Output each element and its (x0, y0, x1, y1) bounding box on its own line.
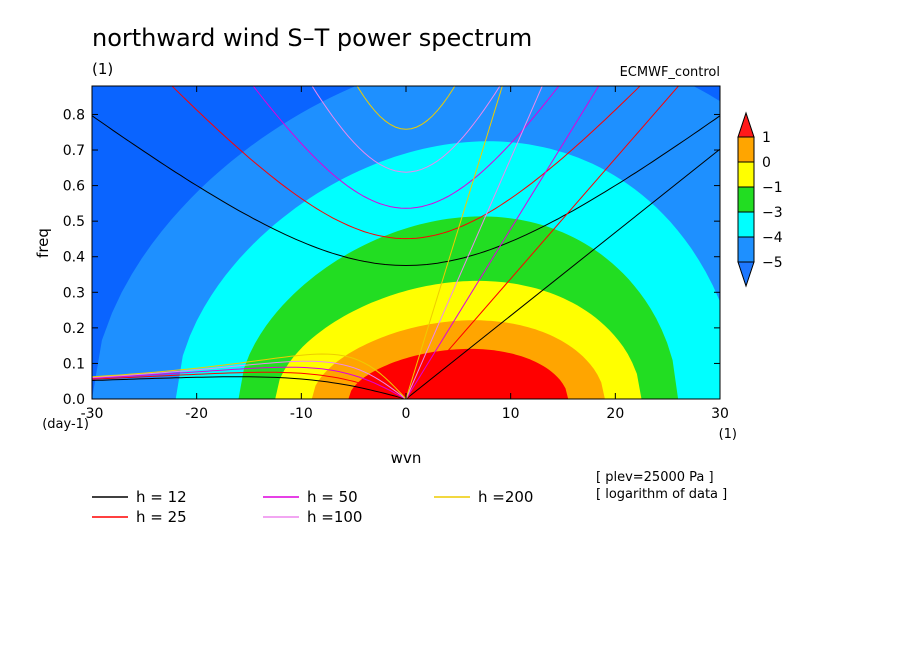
y-tick-label: 0.2 (63, 321, 85, 337)
y-tick-label: 0.0 (63, 392, 85, 408)
y-tick-label: 0.8 (63, 107, 85, 123)
colorbar: 1 0 −1 −3 −4 −5 (737, 111, 783, 288)
legend-label: h = 25 (136, 508, 187, 526)
colorbar-band (737, 136, 755, 163)
legend: h = 12 h = 25 h = 50 h =100 h =200 (92, 488, 533, 526)
x-tick-label: 20 (606, 406, 624, 422)
colorbar-label: −5 (762, 255, 783, 271)
curve-h100-rossby (92, 360, 407, 399)
x-tick-label: -30 (81, 406, 104, 422)
y-axis-label: freq (34, 228, 52, 258)
y-tick-label: 0.5 (63, 214, 85, 230)
x-axis-units: (1) (719, 427, 737, 442)
x-axis-label: wvn (391, 449, 422, 467)
curve-h25-rossby (92, 371, 407, 399)
y-axis: 0.0 0.1 0.2 0.3 0.4 0.5 0.6 0.7 0.8 (63, 107, 720, 408)
legend-label: h =200 (478, 488, 533, 506)
legend-label: h = 12 (136, 488, 187, 506)
curve-h12-gravity (92, 115, 720, 267)
curve-h50-gravity (252, 86, 560, 209)
curve-h50-kelvin (405, 86, 600, 399)
curve-h200-rossby (92, 353, 407, 399)
curve-h100-gravity (311, 86, 501, 173)
contour-level-1 (348, 348, 569, 399)
x-tick-label: -10 (290, 406, 313, 422)
x-axis: -30 -20 -10 0 10 20 30 (81, 86, 729, 422)
chart-title: northward wind S–T power spectrum (92, 24, 532, 52)
legend-label: h = 50 (307, 488, 358, 506)
colorbar-bottom-arrow (737, 261, 755, 288)
y-tick-label: 0.4 (63, 250, 85, 266)
x-tick-label: -20 (185, 406, 208, 422)
colorbar-band (737, 161, 755, 188)
curve-h12-kelvin (405, 148, 720, 399)
curve-h25-kelvin (405, 86, 680, 399)
colorbar-label: 0 (762, 155, 771, 171)
curve-h12-rossby (92, 376, 407, 399)
curve-h200-gravity (356, 86, 456, 130)
x-tick-label: 10 (502, 406, 520, 422)
colorbar-label: −3 (762, 205, 783, 221)
subtitle-units: (1) (92, 60, 113, 78)
annotation-plev: [ plev=25000 Pa ] (596, 470, 714, 485)
colorbar-label: −1 (762, 180, 783, 196)
y-tick-label: 0.3 (63, 285, 85, 301)
annotation-log: [ logarithm of data ] (596, 487, 727, 502)
y-tick-label: 0.6 (63, 179, 85, 195)
y-axis-units: (day-1) (42, 417, 89, 432)
subtitle-dataset: ECMWF_control (620, 65, 720, 80)
colorbar-top-arrow (737, 111, 755, 138)
dispersion-curves (92, 86, 720, 399)
x-tick-label: 0 (402, 406, 411, 422)
y-tick-label: 0.1 (63, 356, 85, 372)
curve-h100-kelvin (405, 86, 543, 399)
colorbar-label: −4 (762, 230, 783, 246)
colorbar-band (737, 211, 755, 238)
colorbar-band (737, 236, 755, 263)
y-tick-label: 0.7 (63, 143, 85, 159)
colorbar-band (737, 186, 755, 213)
legend-label: h =100 (307, 508, 362, 526)
x-tick-label: 30 (711, 406, 729, 422)
curve-h50-rossby (92, 366, 407, 399)
curve-h200-kelvin (405, 86, 503, 399)
colorbar-label: 1 (762, 130, 771, 146)
curve-h25-gravity (171, 86, 641, 240)
